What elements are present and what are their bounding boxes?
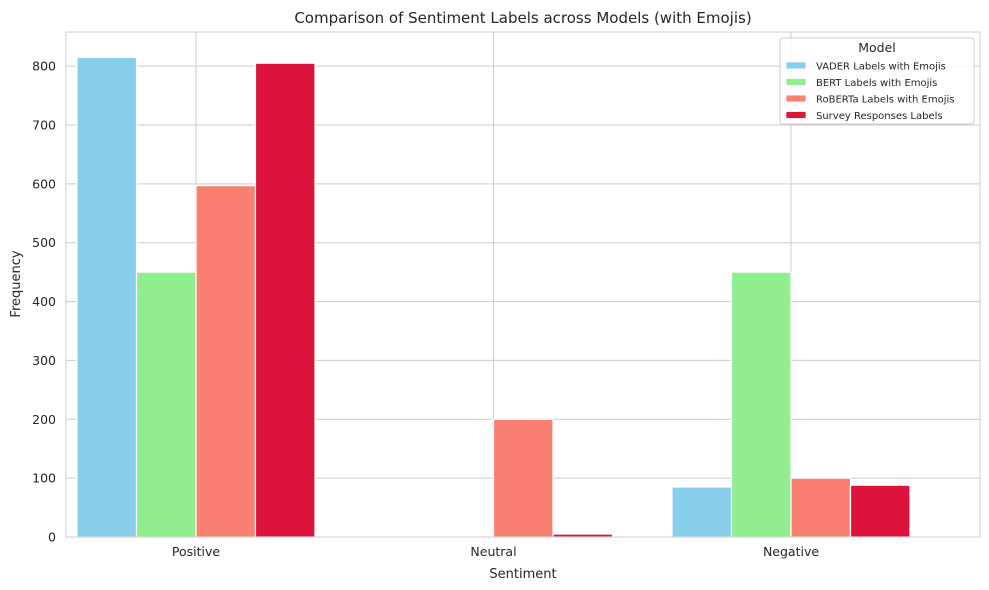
x-tick-label: Positive	[172, 544, 220, 559]
bar	[730, 271, 792, 538]
y-axis-ticks: 0 100 200 300 400 500 600 700 800	[32, 59, 56, 545]
x-axis-ticks: Positive Neutral Negative	[172, 544, 819, 559]
x-axis-label: Sentiment	[489, 567, 556, 582]
y-tick-label: 500	[32, 235, 56, 250]
y-tick-label: 400	[32, 294, 56, 309]
x-tick-label: Neutral	[470, 544, 516, 559]
bar	[195, 185, 257, 538]
legend-title: Model	[858, 40, 896, 55]
chart-title: Comparison of Sentiment Labels across Mo…	[294, 9, 751, 27]
y-tick-label: 300	[32, 353, 56, 368]
y-tick-label: 600	[32, 176, 56, 191]
y-tick-label: 200	[32, 412, 56, 427]
legend-label: Survey Responses Labels	[816, 111, 943, 122]
bar	[790, 477, 852, 538]
bars	[76, 56, 911, 538]
legend-box	[779, 37, 975, 125]
y-axis-label: Frequency	[9, 250, 24, 317]
bar	[671, 486, 733, 538]
legend: Model VADER Labels with Emojis BERT Label…	[779, 37, 975, 125]
bar	[135, 271, 197, 538]
legend-items: VADER Labels with Emojis BERT Labels with…	[785, 61, 954, 122]
legend-label: VADER Labels with Emojis	[816, 62, 946, 73]
y-tick-label: 0	[48, 530, 56, 545]
y-tick-label: 700	[32, 117, 56, 132]
legend-label: RoBERTa Labels with Emojis	[816, 95, 954, 106]
x-tick-label: Negative	[763, 544, 819, 559]
bar	[76, 56, 138, 538]
legend-swatch	[785, 61, 807, 70]
legend-swatch	[785, 94, 807, 103]
plot-frame	[65, 31, 981, 538]
legend-swatch	[785, 111, 807, 119]
bar	[492, 418, 554, 538]
legend-label: BERT Labels with Emojis	[816, 78, 937, 89]
legend-swatch	[785, 78, 807, 86]
y-tick-label: 100	[32, 471, 56, 486]
bar	[254, 62, 316, 538]
bar	[849, 484, 911, 538]
y-tick-label: 800	[32, 59, 56, 74]
